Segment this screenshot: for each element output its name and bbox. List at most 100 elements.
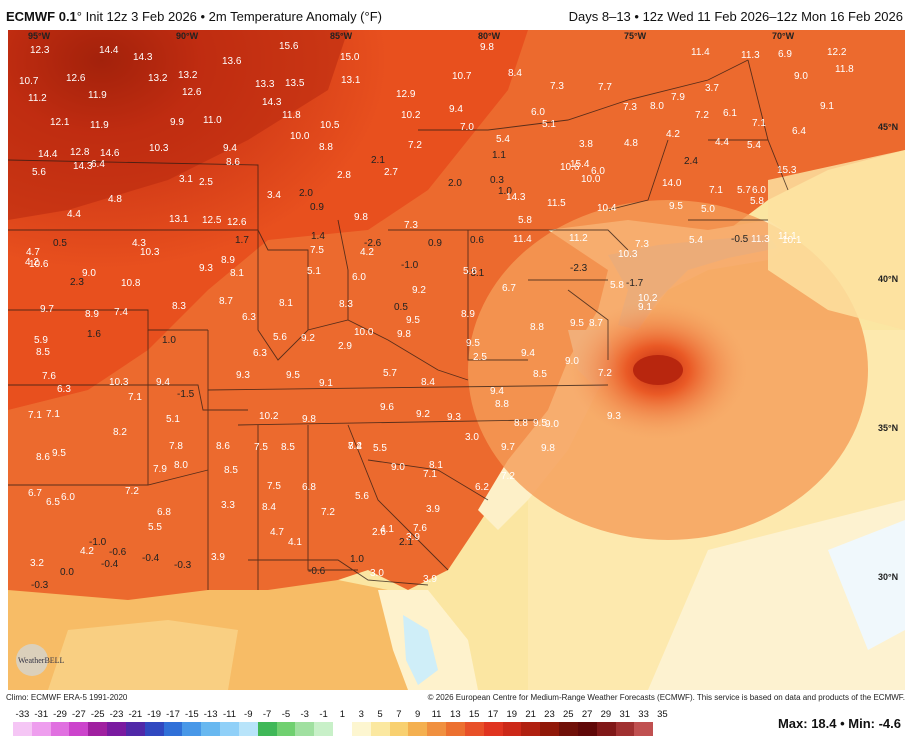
anomaly-value: 0.9	[310, 202, 324, 213]
anomaly-value: 14.3	[133, 52, 153, 63]
anomaly-value: 8.8	[495, 399, 509, 410]
anomaly-value: 7.3	[550, 81, 564, 92]
scale-swatch	[276, 722, 296, 736]
scale-tick-label: 1	[339, 709, 346, 720]
anomaly-value: 10.1	[782, 235, 802, 246]
scale-tick-label: 7	[396, 709, 402, 720]
anomaly-value: 11.0	[203, 115, 222, 126]
anomaly-value: 2.5	[473, 352, 487, 363]
anomaly-value: 8.7	[589, 318, 603, 329]
anomaly-value: 12.1	[50, 117, 70, 128]
anomaly-value: 9.5	[286, 370, 300, 381]
anomaly-value: 13.2	[148, 73, 168, 84]
anomaly-value: 3.4	[267, 190, 281, 201]
anomaly-value: 9.3	[447, 412, 461, 423]
anomaly-value: -1.0	[401, 260, 419, 271]
scale-swatch	[220, 722, 239, 736]
anomaly-value: 9.2	[301, 333, 315, 344]
anomaly-value: 9.0	[565, 356, 579, 367]
scale-swatch	[521, 722, 541, 736]
anomaly-value: 6.0	[352, 272, 366, 283]
anomaly-value: 4.2	[666, 129, 680, 140]
anomaly-value: 2.0	[299, 188, 313, 199]
anomaly-value: 7.0	[460, 122, 474, 133]
scale-tick-label: -5	[281, 709, 291, 720]
anomaly-value: 9.0	[794, 71, 808, 82]
anomaly-value: 5.4	[689, 235, 703, 246]
scale-swatch	[351, 722, 371, 736]
scale-swatch	[13, 722, 32, 736]
anomaly-value: 12.8	[70, 147, 90, 158]
anomaly-value: 5.8	[518, 215, 532, 226]
anomaly-value: 11.4	[691, 47, 710, 58]
anomaly-value: 6.2	[475, 482, 489, 493]
anomaly-value: -1.5	[177, 389, 195, 400]
anomaly-value: -0.6	[308, 566, 326, 577]
anomaly-value: 11.8	[282, 110, 301, 121]
anomaly-value: 5.6	[273, 332, 287, 343]
anomaly-value: 9.4	[490, 386, 504, 397]
anomaly-value: 8.6	[36, 452, 50, 463]
anomaly-value: 4.2	[360, 247, 374, 258]
anomaly-value: 9.5	[406, 315, 420, 326]
svg-text:35°N: 35°N	[878, 423, 898, 433]
scale-swatch	[50, 722, 70, 736]
scale-tick-label: -23	[109, 709, 124, 720]
anomaly-value: 9.1	[820, 101, 834, 112]
anomaly-value: 4.4	[715, 137, 729, 148]
anomaly-value: 1.6	[87, 329, 101, 340]
anomaly-value: 1.1	[492, 150, 506, 161]
anomaly-value: 6.9	[778, 49, 792, 60]
anomaly-value: 15.6	[279, 41, 299, 52]
anomaly-value: 0.0	[60, 567, 74, 578]
anomaly-value: 6.0	[752, 185, 766, 196]
svg-text:70°W: 70°W	[772, 31, 795, 41]
anomaly-value: 2.7	[384, 167, 398, 178]
anomaly-value: 7.2	[598, 368, 612, 379]
anomaly-value: 11.9	[88, 90, 107, 101]
anomaly-value: 7.2	[125, 486, 139, 497]
anomaly-value: 8.9	[461, 309, 475, 320]
lon-labels: 95°W 90°W 85°W 80°W 75°W 70°W	[28, 31, 795, 41]
anomaly-value: 9.4	[223, 143, 237, 154]
scale-tick-label: 35	[657, 709, 668, 720]
svg-text:40°N: 40°N	[878, 274, 898, 284]
scale-swatch	[107, 722, 126, 736]
anomaly-value: 9.8	[302, 414, 316, 425]
scale-swatch	[88, 722, 108, 736]
anomaly-value: 7.1	[28, 410, 42, 421]
anomaly-value: 2.6	[372, 527, 386, 538]
anomaly-value: 1.0	[350, 554, 364, 565]
header-title: ECMWF 0.1° Init 12z 3 Feb 2026 • 2m Temp…	[6, 9, 382, 24]
anomaly-value: 10.0	[581, 174, 601, 185]
anomaly-value: 10.3	[109, 377, 129, 388]
anomaly-value: 9.0	[545, 419, 559, 430]
anomaly-value: 7.7	[598, 82, 612, 93]
scale-swatch	[427, 722, 447, 736]
anomaly-value: 9.3	[607, 411, 621, 422]
anomaly-value: 12.2	[827, 47, 847, 58]
scale-swatch	[238, 722, 258, 736]
anomaly-value: 9.7	[40, 304, 54, 315]
anomaly-value: 8.2	[348, 441, 362, 452]
anomaly-value: 9.5	[533, 418, 547, 429]
anomaly-value: 10.6	[560, 162, 580, 173]
copyright-note: © 2026 European Centre for Medium-Range …	[427, 693, 905, 702]
anomaly-value: 5.1	[542, 119, 556, 130]
anomaly-value: 11.3	[741, 50, 760, 61]
anomaly-value: 7.1	[46, 409, 60, 420]
anomaly-value: 5.1	[166, 414, 180, 425]
scale-tick-label: 15	[468, 709, 480, 720]
scale-tick-label: 21	[525, 709, 536, 720]
anomaly-value: 0.6	[470, 235, 484, 246]
anomaly-value: 9.8	[480, 42, 494, 53]
anomaly-value: -0.3	[174, 560, 192, 571]
scale-tick-label: -27	[72, 709, 86, 720]
anomaly-value: 8.4	[421, 377, 435, 388]
scale-tick-label: 33	[638, 709, 649, 720]
scale-swatch	[333, 722, 352, 736]
scale-tick-label: 11	[431, 709, 442, 720]
anomaly-value: 3.3	[221, 500, 235, 511]
anomaly-value: 10.0	[354, 327, 374, 338]
anomaly-value: 12.6	[227, 217, 247, 228]
